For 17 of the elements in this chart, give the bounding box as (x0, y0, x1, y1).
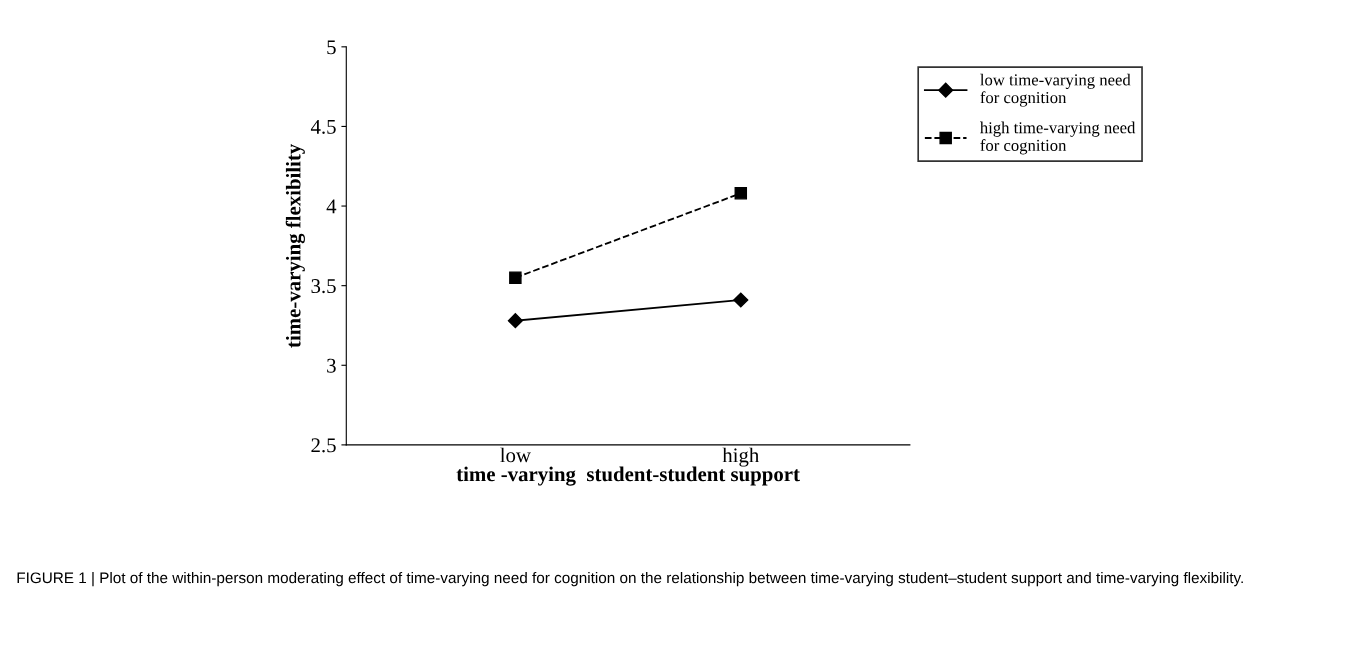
y-tick-label: 3 (327, 358, 336, 373)
legend-label: low time-varying need for cognition (980, 73, 1131, 107)
point (509, 271, 522, 284)
y-axis-title: time-varying flexibility (285, 143, 305, 348)
caption: FIGURE 1 | Plot of the within-person moderating effect of time-varying need for cognition on the relationship between time-varying student–student support and time-varying flexibility. (17, 571, 1243, 587)
y-tick-label: 4 (326, 199, 337, 214)
point (507, 313, 523, 329)
y-tick-label: 3.5 (311, 279, 336, 294)
point (733, 292, 749, 308)
y-tick-label: 4.5 (310, 119, 336, 134)
y-tick-label: 2.5 (311, 438, 336, 453)
x-tick-label: high (722, 447, 760, 467)
x-axis-title: time -varying student-student support (456, 466, 800, 486)
x-tick-label: low (500, 447, 531, 463)
legend-label: high time-varying need for cognition (980, 121, 1136, 155)
y-tick-label: 5 (327, 40, 336, 55)
point (734, 187, 748, 200)
